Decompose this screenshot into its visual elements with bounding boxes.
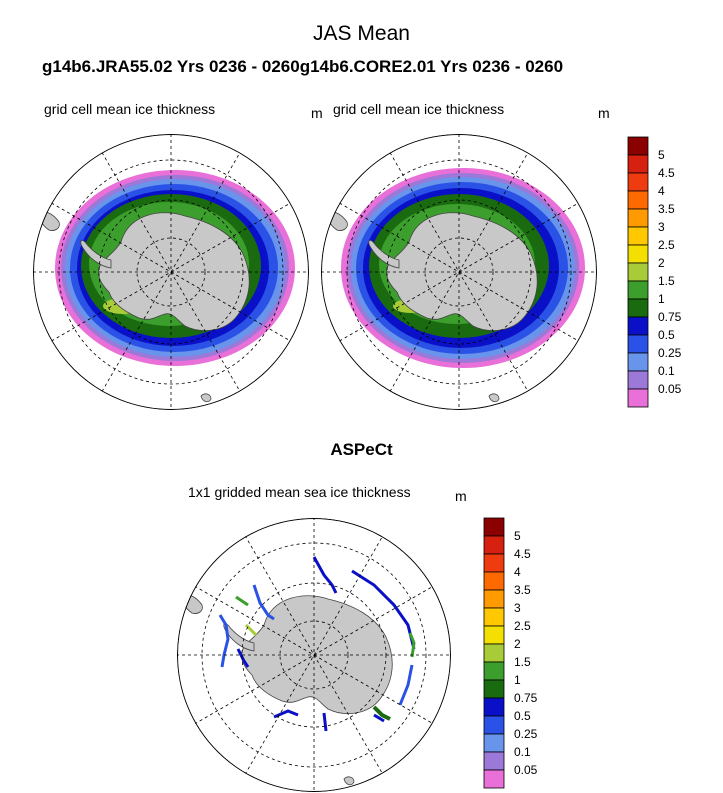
colorbar-swatch (483, 679, 505, 699)
colorbar-label: 0.75 (658, 310, 682, 324)
colorbar-swatch (627, 208, 649, 228)
colorbar-label: 0.25 (514, 727, 538, 741)
colorbar-label: 4.5 (658, 166, 675, 180)
colorbar-label: 1 (514, 673, 521, 687)
map-panel-observations (177, 518, 451, 792)
colorbar-swatch (627, 244, 649, 264)
colorbar-swatch (483, 697, 505, 717)
colorbar-swatch (483, 625, 505, 645)
colorbar-label: 0.5 (514, 709, 531, 723)
colorbar-swatch (483, 715, 505, 735)
colorbar-label: 0.05 (658, 382, 682, 396)
colorbar-swatch (627, 154, 649, 174)
colorbar-swatch (627, 280, 649, 300)
colorbar-label: 2.5 (514, 619, 531, 633)
colorbar-swatch (627, 352, 649, 372)
colorbar-label: 1.5 (658, 274, 675, 288)
panel-1-unit: m (311, 105, 323, 121)
colorbar-swatch (483, 517, 505, 537)
figure-title: JAS Mean (313, 22, 410, 45)
colorbar-swatch (483, 553, 505, 573)
colorbar-label: 0.05 (514, 763, 538, 777)
colorbar-swatch (483, 607, 505, 627)
colorbar-label: 0.75 (514, 691, 538, 705)
colorbar-swatch (627, 226, 649, 246)
colorbar-swatch (627, 334, 649, 354)
colorbar-label: 3.5 (658, 202, 675, 216)
colorbar-label: 0.1 (514, 745, 531, 759)
observations-map-unit: m (455, 488, 467, 504)
map-panel-2 (321, 134, 597, 410)
colorbar-top: 5 4.5 4 3.5 3 2.5 2 1.5 1 0.75 0.5 0.25 0.1 0.05 (627, 136, 682, 408)
observations-map-title: 1x1 gridded mean sea ice thickness (188, 484, 411, 500)
colorbar-swatch (483, 769, 505, 789)
colorbar-label: 4.5 (514, 547, 531, 561)
colorbar-label: 2 (514, 637, 521, 651)
panel-2-title: grid cell mean ice thickness (333, 101, 505, 117)
colorbar-swatch (483, 643, 505, 663)
colorbar-swatch (627, 172, 649, 192)
observations-section-title: ASPeCt (330, 440, 393, 459)
colorbar-label: 5 (658, 148, 665, 162)
colorbar-swatch (483, 733, 505, 753)
colorbar-label: 0.25 (658, 346, 682, 360)
colorbar-swatch (483, 589, 505, 609)
figure-subtitle: g14b6.JRA55.02 Yrs 0236 - 0260g14b6.CORE… (42, 57, 564, 76)
colorbar-swatch (483, 661, 505, 681)
colorbar-swatch (627, 370, 649, 390)
colorbar-swatch (627, 190, 649, 210)
colorbar-swatch (627, 136, 649, 156)
colorbar-swatch (483, 571, 505, 591)
colorbar-bottom: 5 4.5 4 3.5 3 2.5 2 1.5 1 0.75 0.5 0.25 0.1 0.05 (483, 517, 538, 789)
colorbar-label: 2.5 (658, 238, 675, 252)
colorbar-swatch (627, 388, 649, 408)
colorbar-label: 0.5 (658, 328, 675, 342)
colorbar-label: 1.5 (514, 655, 531, 669)
panel-1-title: grid cell mean ice thickness (44, 101, 216, 117)
colorbar-swatch (483, 751, 505, 771)
colorbar-label: 0.1 (658, 364, 675, 378)
colorbar-label: 4 (658, 184, 665, 198)
colorbar-swatch (627, 316, 649, 336)
colorbar-swatch (627, 262, 649, 282)
colorbar-label: 5 (514, 529, 521, 543)
colorbar-swatch (483, 535, 505, 555)
colorbar-label: 2 (658, 256, 665, 270)
colorbar-label: 3 (658, 220, 665, 234)
panel-2-unit: m (598, 105, 610, 121)
colorbar-swatch (627, 298, 649, 318)
colorbar-label: 4 (514, 565, 521, 579)
colorbar-label: 3.5 (514, 583, 531, 597)
colorbar-label: 1 (658, 292, 665, 306)
map-panel-1 (33, 134, 309, 410)
colorbar-label: 3 (514, 601, 521, 615)
